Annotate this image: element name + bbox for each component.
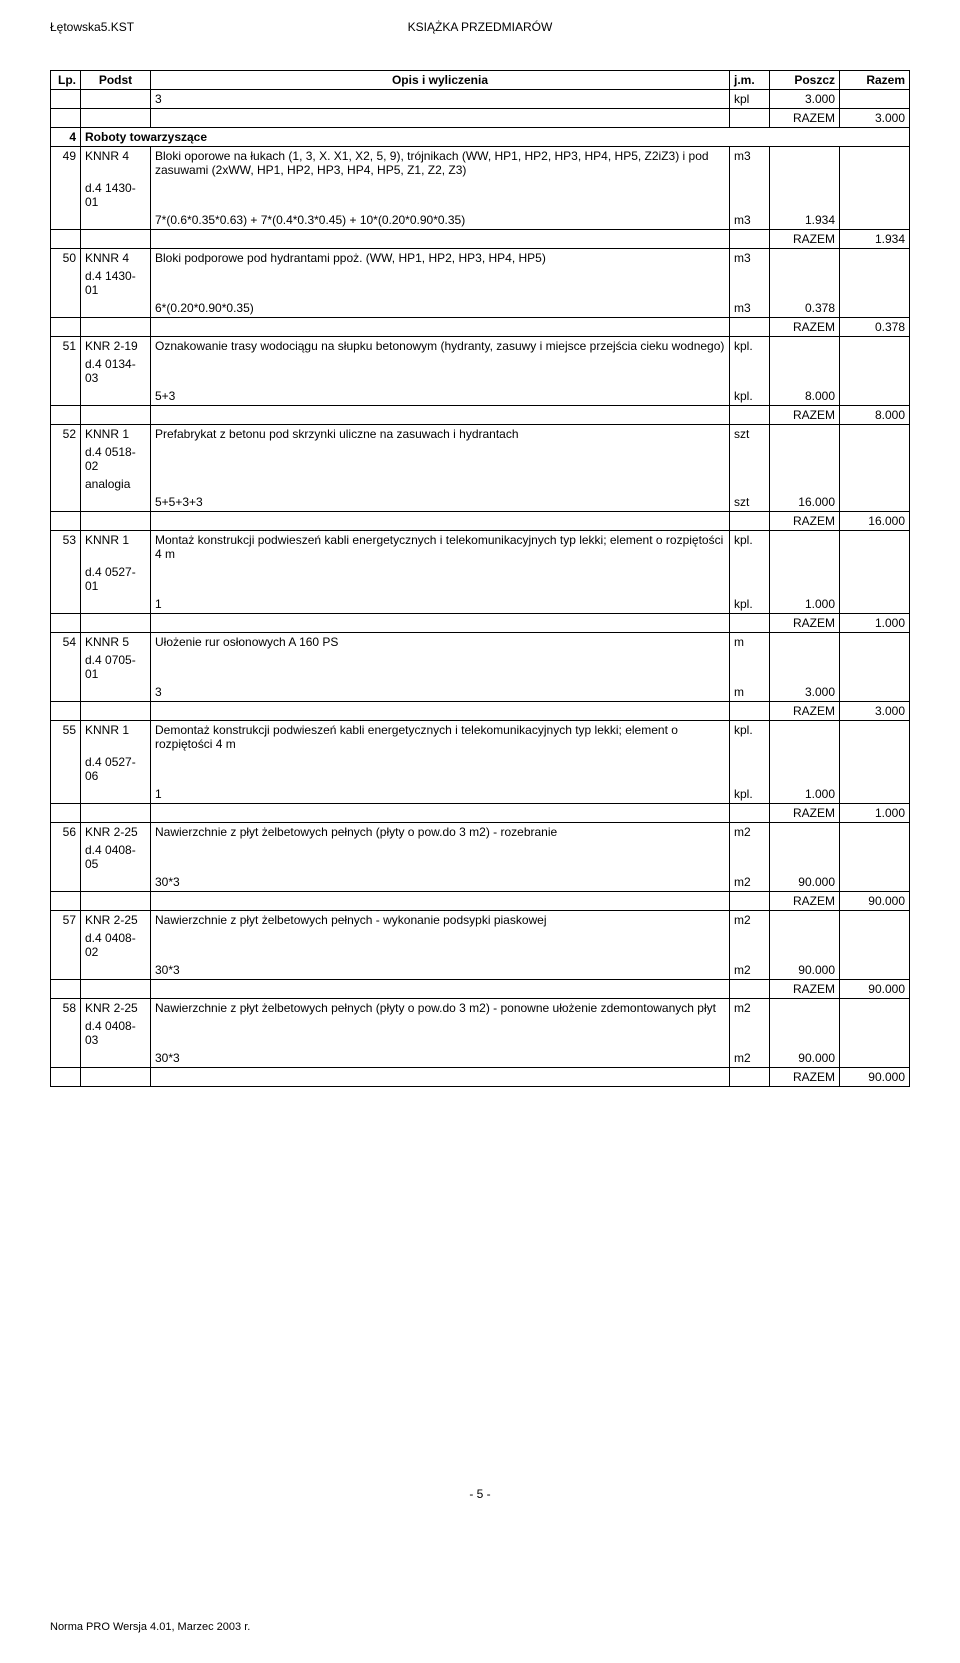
table-row: 7*(0.6*0.35*0.63) + 7*(0.4*0.3*0.45) + 1… xyxy=(51,211,910,230)
table-row: RAZEM1.934 xyxy=(51,230,910,249)
col-header-poszcz: Poszcz xyxy=(770,71,840,90)
col-header-opis: Opis i wyliczenia xyxy=(151,71,730,90)
table-row: RAZEM90.000 xyxy=(51,1068,910,1087)
table-row: 1kpl.1.000 xyxy=(51,785,910,804)
table-row: d.4 0134-03 xyxy=(51,355,910,387)
table-row: RAZEM3.000 xyxy=(51,109,910,128)
section-header-row: 4Roboty towarzyszące xyxy=(51,128,910,147)
table-row: d.4 1430-01 xyxy=(51,179,910,211)
col-header-jm: j.m. xyxy=(730,71,770,90)
table-row: RAZEM90.000 xyxy=(51,892,910,911)
table-row: d.4 0518-02 xyxy=(51,443,910,475)
table-row: d.4 0408-03 xyxy=(51,1017,910,1049)
table-row: 53KNNR 1Montaż konstrukcji podwieszeń ka… xyxy=(51,531,910,564)
table-row: 1kpl.1.000 xyxy=(51,595,910,614)
table-row: 56KNR 2-25Nawierzchnie z płyt żelbetowyc… xyxy=(51,823,910,842)
table-row: 58KNR 2-25Nawierzchnie z płyt żelbetowyc… xyxy=(51,999,910,1018)
table-row: 49KNNR 4Bloki oporowe na łukach (1, 3, X… xyxy=(51,147,910,180)
table-row: RAZEM0.378 xyxy=(51,318,910,337)
table-row: d.4 1430-01 xyxy=(51,267,910,299)
table-row: 50KNNR 4Bloki podporowe pod hydrantami p… xyxy=(51,249,910,268)
table-row: 54KNNR 5Ułożenie rur osłonowych A 160 PS… xyxy=(51,633,910,652)
table-row: 5+5+3+3szt16.000 xyxy=(51,493,910,512)
table-row: 55KNNR 1Demontaż konstrukcji podwieszeń … xyxy=(51,721,910,754)
table-row: RAZEM16.000 xyxy=(51,512,910,531)
table-row: 51KNR 2-19Oznakowanie trasy wodociągu na… xyxy=(51,337,910,356)
table-row: RAZEM1.000 xyxy=(51,614,910,633)
table-row: 3m3.000 xyxy=(51,683,910,702)
table-row: d.4 0408-02 xyxy=(51,929,910,961)
table-row: d.4 0527-01 xyxy=(51,563,910,595)
footer-text: Norma PRO Wersja 4.01, Marzec 2003 r. xyxy=(50,1621,910,1633)
table-row: d.4 0705-01 xyxy=(51,651,910,683)
table-row: RAZEM3.000 xyxy=(51,702,910,721)
table-row: 30*3m290.000 xyxy=(51,1049,910,1068)
table-row: RAZEM8.000 xyxy=(51,406,910,425)
table-row: RAZEM1.000 xyxy=(51,804,910,823)
col-header-razem: Razem xyxy=(840,71,910,90)
table-row: d.4 0527-06 xyxy=(51,753,910,785)
table-row: 30*3m290.000 xyxy=(51,873,910,892)
page-number: - 5 - xyxy=(50,1487,910,1501)
col-header-podst: Podst xyxy=(81,71,151,90)
table-row: 3kpl3.000 xyxy=(51,90,910,109)
measurement-table: Lp. Podst Opis i wyliczenia j.m. Poszcz … xyxy=(50,70,910,1087)
table-row: analogia xyxy=(51,475,910,493)
table-row: 6*(0.20*0.90*0.35)m30.378 xyxy=(51,299,910,318)
header-title: KSIĄŻKA PRZEDMIARÓW xyxy=(0,20,960,34)
table-row: d.4 0408-05 xyxy=(51,841,910,873)
table-row: 57KNR 2-25Nawierzchnie z płyt żelbetowyc… xyxy=(51,911,910,930)
table-row: RAZEM90.000 xyxy=(51,980,910,999)
table-row: 30*3m290.000 xyxy=(51,961,910,980)
table-row: 5+3kpl.8.000 xyxy=(51,387,910,406)
table-row: 52KNNR 1Prefabrykat z betonu pod skrzynk… xyxy=(51,425,910,444)
col-header-lp: Lp. xyxy=(51,71,81,90)
table-header-row: Lp. Podst Opis i wyliczenia j.m. Poszcz … xyxy=(51,71,910,90)
